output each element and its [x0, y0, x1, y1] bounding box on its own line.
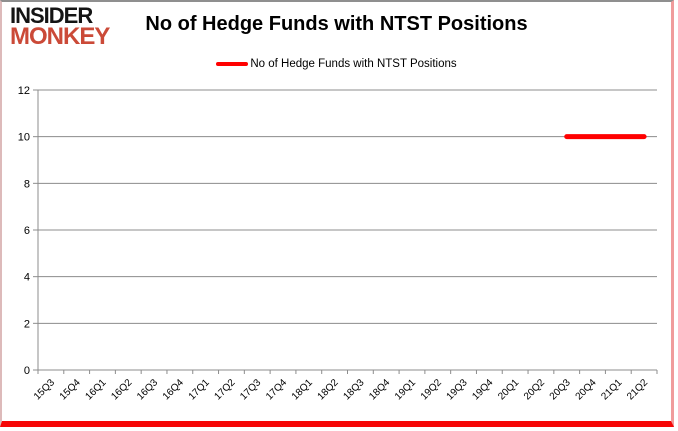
y-tick-labels: 0 2 4 6 8 10 12 — [18, 85, 30, 377]
x-tick-label: 15Q4 — [58, 377, 83, 402]
x-tick-label: 16Q3 — [135, 377, 160, 402]
x-tick-label: 17Q2 — [212, 377, 237, 402]
y-tick-label: 0 — [24, 365, 30, 377]
y-tick-marks — [33, 89, 38, 371]
x-tick-label: 20Q1 — [496, 377, 521, 402]
legend-label: No of Hedge Funds with NTST Positions — [250, 58, 457, 70]
x-tick-label: 20Q3 — [548, 377, 573, 402]
legend: No of Hedge Funds with NTST Positions — [2, 58, 671, 70]
x-tick-label: 19Q2 — [419, 377, 444, 402]
x-tick-label: 17Q1 — [187, 377, 212, 402]
y-tick-label: 4 — [24, 272, 30, 284]
x-tick-label: 21Q2 — [625, 377, 650, 402]
x-tick-label: 18Q2 — [316, 377, 341, 402]
x-tick-label: 16Q1 — [84, 377, 109, 402]
y-tick-label: 10 — [18, 132, 30, 144]
y-tick-label: 8 — [24, 178, 30, 190]
x-tick-label: 20Q4 — [574, 377, 599, 402]
y-gridlines — [38, 89, 657, 371]
x-tick-label: 16Q4 — [161, 377, 186, 402]
x-tick-label: 18Q4 — [367, 377, 392, 402]
x-tick-label: 17Q4 — [264, 377, 289, 402]
x-tick-label: 16Q2 — [109, 377, 134, 402]
x-tick-label: 19Q4 — [470, 377, 495, 402]
logo-word-monkey: MONKEY — [10, 23, 110, 51]
y-tick-label: 12 — [18, 85, 30, 97]
logo-word-insider: INSIDER — [10, 3, 93, 28]
x-tick-labels: 15Q3 15Q4 16Q1 16Q2 16Q3 16Q4 17Q1 17Q2 17Q3 17Q4… — [32, 377, 651, 402]
legend-line-swatch — [216, 62, 249, 66]
y-tick-label: 2 — [24, 318, 30, 330]
y-tick-label: 6 — [24, 225, 30, 237]
x-tick-marks — [37, 370, 658, 374]
x-tick-label: 18Q1 — [290, 377, 315, 402]
x-tick-label: 19Q3 — [445, 377, 470, 402]
x-tick-label: 21Q1 — [599, 377, 624, 402]
x-tick-label: 20Q2 — [522, 377, 547, 402]
x-tick-label: 15Q3 — [32, 377, 57, 402]
x-tick-label: 17Q3 — [238, 377, 263, 402]
x-tick-label: 18Q3 — [341, 377, 366, 402]
chart-title: No of Hedge Funds with NTST Positions — [145, 13, 528, 35]
x-tick-label: 19Q1 — [393, 377, 418, 402]
insider-monkey-logo: INSIDER MONKEY — [10, 3, 110, 51]
